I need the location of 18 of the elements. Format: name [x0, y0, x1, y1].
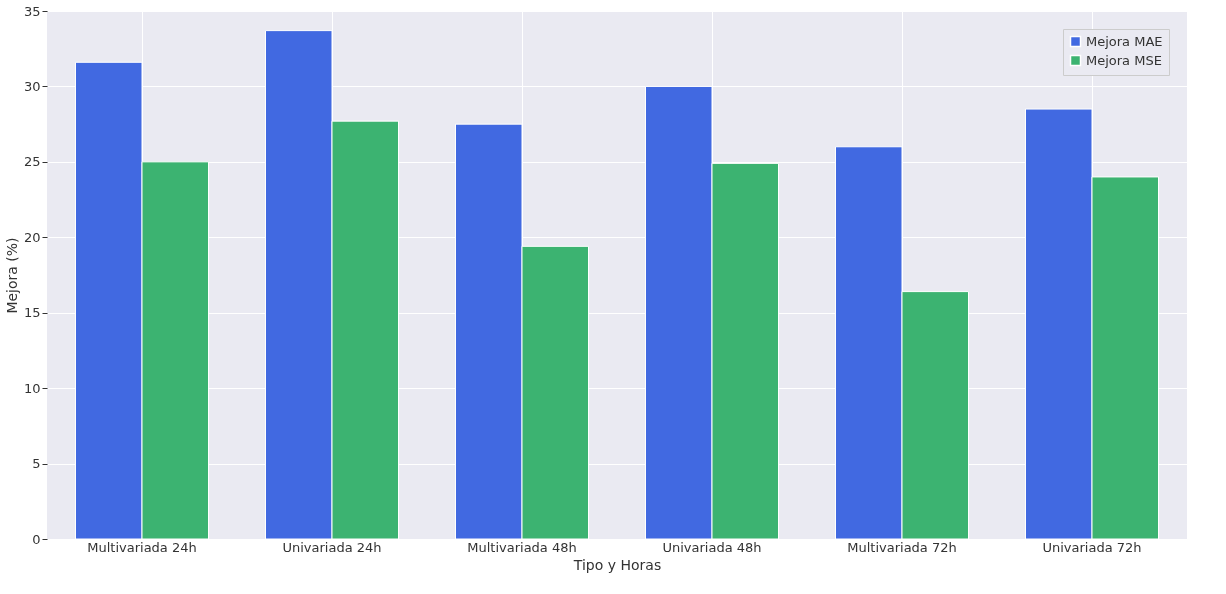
x-axis-title: Tipo y Horas	[572, 556, 662, 573]
x-tick-label: Univariada 48h	[662, 539, 762, 555]
x-tick-label: Multivariada 72h	[847, 539, 957, 555]
x-tick-label: Univariada 24h	[282, 539, 382, 555]
y-axis-title: Mejora (%)	[3, 237, 20, 314]
legend-label: Mejora MAE	[1086, 33, 1163, 49]
y-tick-label: 5	[32, 456, 41, 472]
x-tick-label: Multivariada 48h	[467, 539, 577, 555]
legend-label: Mejora MSE	[1086, 52, 1162, 68]
x-tick-label: Multivariada 24h	[87, 539, 197, 555]
y-tick-label: 20	[23, 229, 41, 245]
x-tick-label: Univariada 72h	[1042, 539, 1142, 555]
y-tick-label: 10	[23, 380, 41, 396]
y-tick-label: 35	[23, 3, 41, 19]
y-tick-label: 30	[23, 78, 41, 94]
y-tick-label: 0	[32, 531, 41, 547]
y-tick-label: 15	[23, 305, 41, 321]
y-tick-label: 25	[23, 154, 41, 170]
